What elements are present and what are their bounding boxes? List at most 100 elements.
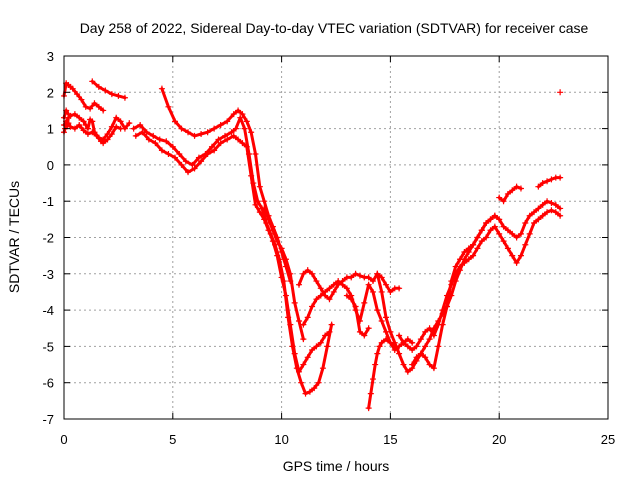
data-point xyxy=(309,270,316,277)
data-point xyxy=(504,190,511,197)
data-point xyxy=(539,212,546,219)
data-point xyxy=(82,103,89,110)
data-point xyxy=(163,138,170,145)
data-point xyxy=(526,212,533,219)
series-group xyxy=(496,183,524,205)
data-point xyxy=(374,307,381,314)
data-point xyxy=(391,339,398,346)
data-point xyxy=(509,252,516,259)
data-point xyxy=(417,350,424,357)
data-point xyxy=(204,129,211,136)
data-point xyxy=(235,136,242,143)
data-point xyxy=(178,125,185,132)
data-point xyxy=(82,121,89,128)
data-point xyxy=(544,209,551,216)
data-point xyxy=(430,325,437,332)
data-point xyxy=(309,303,316,310)
data-point xyxy=(121,94,128,101)
data-point xyxy=(535,183,542,190)
series-group xyxy=(261,205,307,343)
data-point xyxy=(150,132,157,139)
data-point xyxy=(137,121,144,128)
data-point xyxy=(474,234,481,241)
data-point xyxy=(304,354,311,361)
data-point xyxy=(526,230,533,237)
data-point xyxy=(319,365,326,372)
y-tick-label: -2 xyxy=(42,231,54,246)
data-point xyxy=(287,270,294,277)
data-point xyxy=(191,132,198,139)
data-point xyxy=(100,140,107,147)
data-point xyxy=(239,111,246,118)
data-point xyxy=(343,285,350,292)
data-point xyxy=(413,343,420,350)
data-point xyxy=(230,132,237,139)
data-point xyxy=(306,388,313,395)
data-point xyxy=(430,365,437,372)
data-point xyxy=(365,274,372,281)
data-point xyxy=(300,336,307,343)
data-point xyxy=(509,187,516,194)
data-point xyxy=(65,114,72,121)
data-point xyxy=(78,96,85,103)
data-point xyxy=(302,390,309,397)
data-point xyxy=(182,158,189,165)
data-point xyxy=(378,288,385,295)
data-point xyxy=(64,121,71,128)
chart-title: Day 258 of 2022, Sidereal Day-to-day VTE… xyxy=(80,20,589,36)
data-point xyxy=(89,78,96,85)
series-trace xyxy=(160,87,292,283)
data-point xyxy=(145,136,152,143)
y-tick-label: -1 xyxy=(42,194,54,209)
data-point xyxy=(269,227,276,234)
data-point xyxy=(404,343,411,350)
data-point xyxy=(300,361,307,368)
series-trace xyxy=(345,294,371,337)
data-point xyxy=(317,339,324,346)
y-tick-label: 1 xyxy=(47,122,54,137)
data-point xyxy=(326,296,333,303)
data-point xyxy=(80,127,87,134)
data-point xyxy=(304,314,311,321)
data-point xyxy=(404,368,411,375)
data-point xyxy=(483,234,490,241)
x-tick-label: 20 xyxy=(492,432,506,447)
data-point xyxy=(311,385,318,392)
x-tick-label: 0 xyxy=(60,432,67,447)
data-point xyxy=(504,245,511,252)
data-point xyxy=(552,201,559,208)
series-group xyxy=(296,267,403,303)
data-point xyxy=(71,111,78,118)
data-point xyxy=(156,136,163,143)
y-tick-label: -4 xyxy=(42,303,54,318)
data-point xyxy=(396,332,403,339)
data-point xyxy=(383,281,390,288)
data-point xyxy=(215,136,222,143)
data-point xyxy=(89,118,96,125)
data-point xyxy=(491,212,498,219)
data-point xyxy=(300,270,307,277)
data-point xyxy=(500,238,507,245)
data-point xyxy=(274,252,281,259)
data-point xyxy=(513,234,520,241)
data-point xyxy=(274,238,281,245)
data-point xyxy=(252,201,259,208)
data-point xyxy=(132,132,139,139)
data-point xyxy=(126,120,133,127)
data-point xyxy=(474,245,481,252)
data-point xyxy=(352,270,359,277)
data-point xyxy=(417,336,424,343)
data-point xyxy=(557,89,564,96)
data-point xyxy=(426,336,433,343)
series-group xyxy=(132,129,333,375)
series-trace xyxy=(410,214,497,367)
x-tick-label: 15 xyxy=(383,432,397,447)
data-point xyxy=(71,125,78,132)
data-point xyxy=(409,347,416,354)
data-point xyxy=(317,285,324,292)
data-point xyxy=(185,169,192,176)
data-point xyxy=(237,114,244,121)
series-group xyxy=(557,89,564,96)
data-point xyxy=(76,114,83,121)
x-tick-label: 10 xyxy=(274,432,288,447)
